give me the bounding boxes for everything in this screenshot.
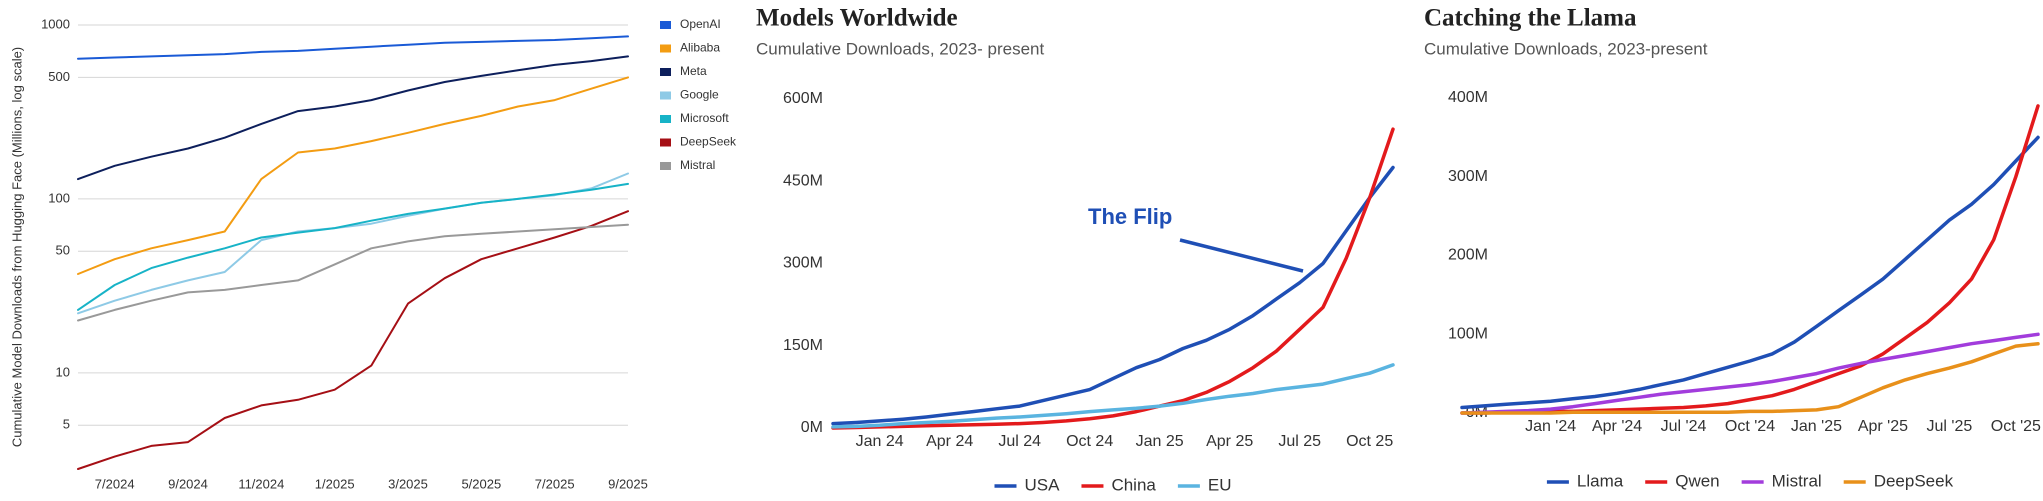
y-tick-label: 100 [48, 190, 70, 205]
series-line [77, 182, 629, 311]
chart-subtitle: Cumulative Downloads, 2023-present [1424, 39, 1708, 58]
x-tick-label: Jul '25 [1927, 418, 1973, 435]
legend-label: DeepSeek [1874, 471, 1954, 490]
x-tick-label: 9/2024 [168, 476, 208, 491]
x-tick-label: Jan '24 [1525, 418, 1576, 435]
legend-label: OpenAI [680, 17, 721, 31]
x-tick-label: 7/2025 [535, 476, 575, 491]
legend-label: Llama [1577, 471, 1624, 490]
series-line [1460, 332, 2040, 415]
y-tick-label: 400M [1448, 89, 1488, 106]
y-tick-label: 100M [1448, 325, 1488, 342]
x-tick-label: Oct '25 [1991, 418, 2041, 435]
chart-title: Models Worldwide [756, 5, 958, 32]
legend-label: Qwen [1675, 471, 1719, 490]
y-tick-label: 150M [783, 337, 823, 354]
series-line [831, 127, 1395, 430]
y-tick-label: 500 [48, 69, 70, 84]
y-tick-label: 300M [783, 255, 823, 272]
x-tick-label: Apr 25 [1206, 433, 1253, 450]
legend-swatch [660, 44, 671, 53]
annotation: The Flip [1088, 204, 1172, 229]
x-tick-label: Jul 25 [1278, 433, 1321, 450]
legend-label: Microsoft [680, 111, 729, 125]
x-tick-label: Oct 25 [1346, 433, 1393, 450]
series-line [77, 172, 629, 315]
y-tick-label: 50 [56, 243, 70, 258]
x-tick-label: Apr '24 [1592, 418, 1642, 435]
series-line [831, 363, 1395, 429]
chart-title: Catching the Llama [1424, 5, 1637, 32]
x-tick-label: 7/2024 [95, 476, 135, 491]
y-tick-label: 450M [783, 172, 823, 189]
x-tick-label: Apr '25 [1858, 418, 1908, 435]
legend-label: DeepSeek [680, 135, 737, 149]
y-tick-label: 300M [1448, 168, 1488, 185]
x-tick-label: Jul 24 [998, 433, 1041, 450]
x-tick-label: Jul '24 [1661, 418, 1707, 435]
y-tick-label: 10 [56, 364, 70, 379]
series-line [77, 223, 629, 322]
series-line [1460, 341, 2040, 415]
y-axis-label: Cumulative Model Downloads from Hugging … [9, 47, 24, 447]
x-tick-label: 1/2025 [315, 476, 355, 491]
series-line [1460, 135, 2040, 410]
series-line [77, 210, 629, 470]
legend-label: Mistral [680, 158, 715, 172]
chart-subtitle: Cumulative Downloads, 2023- present [756, 39, 1044, 58]
x-tick-label: 11/2024 [238, 476, 284, 491]
legend-swatch [660, 162, 671, 170]
y-tick-label: 600M [783, 90, 823, 107]
legend-swatch [660, 91, 671, 100]
x-tick-label: 9/2025 [608, 476, 648, 491]
y-tick-label: 0M [801, 419, 823, 436]
y-tick-label: 200M [1448, 247, 1488, 264]
legend-swatch [660, 138, 671, 147]
x-tick-label: Apr 24 [926, 433, 973, 450]
legend-swatch [660, 21, 671, 29]
series-line [77, 55, 629, 181]
x-tick-label: 3/2025 [388, 476, 428, 491]
legend-label: USA [1024, 475, 1060, 494]
y-tick-label: 1000 [41, 16, 70, 31]
x-tick-label: Jan 24 [856, 433, 904, 450]
legend-label: Alibaba [680, 41, 720, 55]
legend-label: China [1111, 475, 1156, 494]
series-line [831, 165, 1395, 426]
x-tick-label: Jan 25 [1136, 433, 1184, 450]
legend-label: Meta [680, 64, 707, 78]
x-tick-label: 5/2025 [461, 476, 501, 491]
legend-label: Mistral [1772, 471, 1822, 490]
x-tick-label: Jan '25 [1791, 418, 1842, 435]
annotation-arrow [1179, 238, 1304, 273]
x-tick-label: Oct 24 [1066, 433, 1113, 450]
series-line [77, 35, 629, 60]
legend-label: Google [680, 88, 719, 102]
legend-label: EU [1208, 475, 1232, 494]
series-line [77, 76, 629, 275]
legend-swatch [660, 115, 671, 123]
x-tick-label: Oct '24 [1725, 418, 1775, 435]
y-tick-label: 5 [63, 417, 70, 432]
legend-swatch [660, 68, 671, 76]
